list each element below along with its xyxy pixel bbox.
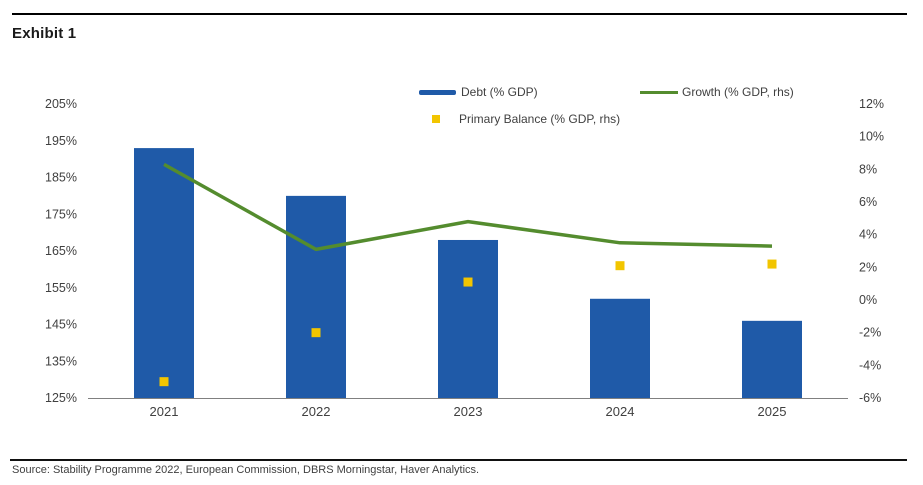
primary-balance-marker-2021	[159, 377, 169, 387]
legend-label-growth: Growth (% GDP, rhs)	[682, 85, 794, 99]
legend-item-primary-balance: Primary Balance (% GDP, rhs)	[432, 112, 620, 126]
growth-line	[163, 162, 773, 252]
debt-legend-swatch-icon	[419, 89, 456, 95]
bottom-rule	[10, 459, 907, 461]
source-line: Source: Stability Programme 2022, Europe…	[12, 464, 480, 476]
primary-balance-marker-2025	[767, 259, 777, 269]
right-axis-tick: 4%	[859, 228, 877, 242]
left-axis-tick: 185%	[45, 171, 77, 185]
x-axis-label-2021: 2021	[150, 404, 179, 419]
legend-label-primary-balance: Primary Balance (% GDP, rhs)	[459, 112, 621, 126]
debt-bar-2024	[590, 298, 650, 398]
legend-item-debt: Debt (% GDP)	[419, 85, 538, 99]
left-axis-tick: 205%	[45, 97, 77, 111]
right-axis-tick: 2%	[859, 260, 877, 274]
primary-balance-marker-2024	[615, 261, 625, 271]
top-rule	[12, 13, 907, 15]
left-axis-tick: 165%	[45, 244, 77, 258]
x-axis-label-2023: 2023	[454, 404, 483, 419]
debt-bar-2025	[742, 320, 802, 398]
left-axis-tick: 145%	[45, 318, 77, 332]
debt-bar-2022	[286, 195, 346, 398]
left-axis-tick: 135%	[45, 354, 77, 368]
left-axis-tick: 125%	[45, 391, 77, 405]
exhibit-title: Exhibit 1	[12, 25, 77, 42]
primary-balance-marker-2022	[311, 328, 321, 338]
legend-item-growth: Growth (% GDP, rhs)	[640, 85, 794, 99]
debt-bar-2021	[134, 148, 194, 398]
left-axis-tick: 175%	[45, 207, 77, 221]
right-axis-tick: 12%	[859, 97, 884, 111]
right-axis-tick: -4%	[859, 358, 881, 372]
x-axis-label-2022: 2022	[302, 404, 331, 419]
left-axis-tick: 155%	[45, 281, 77, 295]
primary-balance-marker-2023	[463, 277, 473, 287]
growth-legend-swatch-icon	[640, 90, 678, 94]
debt-bar-2023	[438, 239, 498, 398]
right-axis-tick: 6%	[859, 195, 877, 209]
legend-label-debt: Debt (% GDP)	[461, 85, 538, 99]
right-axis-tick: -6%	[859, 391, 881, 405]
right-axis-tick: -2%	[859, 326, 881, 340]
primary-balance-legend-swatch-icon	[432, 115, 440, 123]
x-axis-label-2025: 2025	[758, 404, 787, 419]
right-axis-tick: 0%	[859, 293, 877, 307]
right-axis-tick: 8%	[859, 162, 877, 176]
chart: 205% 195% 185% 175% 165% 155% 145% 135% 125% 12% 1…	[45, 97, 884, 419]
right-axis-tick: 10%	[859, 130, 884, 144]
left-axis-tick: 195%	[45, 134, 77, 148]
x-axis-label-2024: 2024	[606, 404, 635, 419]
